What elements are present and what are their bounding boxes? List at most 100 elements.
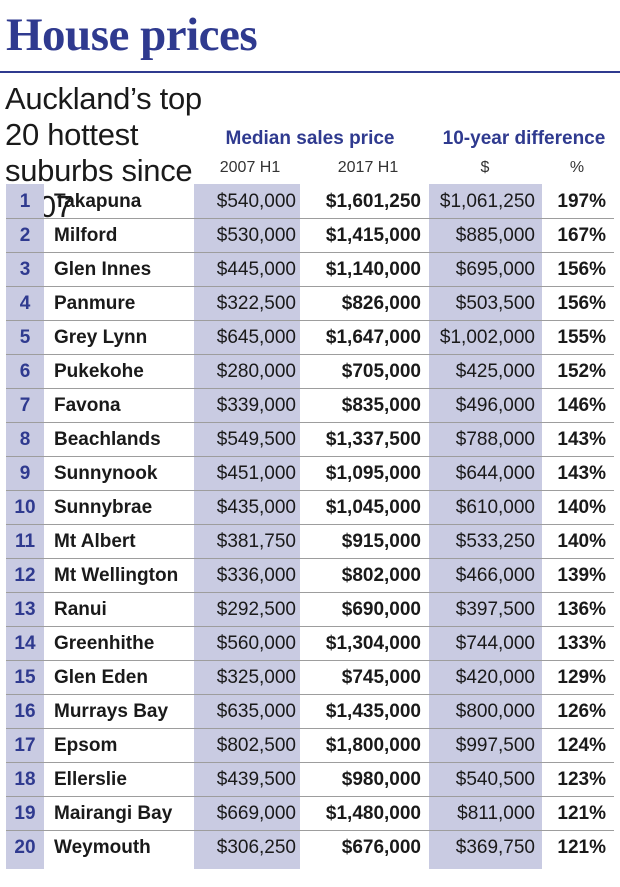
row-divider [6, 320, 614, 321]
price-2007-cell: $560,000 [216, 633, 296, 654]
price-2017-cell: $1,435,000 [325, 701, 421, 722]
diff-dollar-cell: $788,000 [455, 429, 535, 450]
suburb-cell: Mt Albert [54, 531, 136, 552]
row-divider [6, 422, 614, 423]
price-2007-cell: $322,500 [216, 293, 296, 314]
diff-dollar-cell: $610,000 [455, 497, 535, 518]
price-2007-cell: $325,000 [216, 667, 296, 688]
row-divider [6, 626, 614, 627]
suburb-cell: Ranui [54, 599, 107, 620]
price-2017-cell: $1,304,000 [325, 633, 421, 654]
diff-dollar-cell: $1,061,250 [439, 191, 535, 212]
page-title: House prices [6, 9, 258, 61]
price-2017-cell: $745,000 [341, 667, 421, 688]
price-2007-cell: $549,500 [216, 429, 296, 450]
price-2017-cell: $826,000 [341, 293, 421, 314]
diff-pct-cell: 156% [557, 293, 606, 314]
ten-year-difference-header: 10-year difference [442, 128, 606, 149]
suburb-cell: Grey Lynn [54, 327, 148, 348]
diff-dollar-cell: $744,000 [455, 633, 535, 654]
row-divider [6, 388, 614, 389]
diff-pct-cell: 143% [557, 463, 606, 484]
price-2017-cell: $690,000 [341, 599, 421, 620]
diff-pct-cell: 121% [557, 837, 606, 858]
suburb-cell: Greenhithe [54, 633, 155, 654]
diff-dollar-cell: $644,000 [455, 463, 535, 484]
row-divider [6, 456, 614, 457]
diff-dollar-cell: $811,000 [457, 803, 535, 824]
rank-cell: 4 [19, 293, 31, 314]
suburb-cell: Glen Innes [54, 259, 152, 280]
row-divider [6, 694, 614, 695]
price-2007-cell: $802,500 [216, 735, 296, 756]
diff-pct-cell: 121% [557, 803, 606, 824]
col-2007-header: 2007 H1 [219, 159, 281, 176]
diff-dollar-cell: $503,500 [455, 293, 535, 314]
price-2017-cell: $1,095,000 [325, 463, 421, 484]
price-2017-cell: $835,000 [341, 395, 421, 416]
price-2007-cell: $530,000 [216, 225, 296, 246]
row-divider [6, 660, 614, 661]
col-pct-header: % [569, 159, 585, 176]
price-2017-cell: $1,601,250 [325, 191, 421, 212]
suburb-cell: Sunnynook [54, 463, 158, 484]
col-2007-band [194, 184, 300, 869]
price-2017-cell: $1,045,000 [325, 497, 421, 518]
price-2007-cell: $435,000 [216, 497, 296, 518]
price-2007-cell: $381,750 [216, 531, 296, 552]
row-divider [6, 354, 614, 355]
rank-cell: 12 [14, 565, 36, 586]
diff-pct-cell: 167% [557, 225, 606, 246]
price-2007-cell: $280,000 [216, 361, 296, 382]
diff-pct-cell: 133% [557, 633, 606, 654]
row-divider [6, 286, 614, 287]
rank-cell: 6 [19, 361, 31, 382]
rank-cell: 17 [14, 735, 36, 756]
suburb-cell: Epsom [54, 735, 118, 756]
rank-cell: 5 [19, 327, 31, 348]
row-divider [6, 218, 614, 219]
row-divider [6, 728, 614, 729]
price-2017-cell: $705,000 [341, 361, 421, 382]
suburb-cell: Beachlands [54, 429, 161, 450]
row-divider [6, 592, 614, 593]
diff-pct-cell: 140% [557, 531, 606, 552]
price-2007-cell: $451,000 [216, 463, 296, 484]
diff-dollar-cell: $695,000 [455, 259, 535, 280]
price-2007-cell: $445,000 [216, 259, 296, 280]
diff-pct-cell: 140% [557, 497, 606, 518]
price-2017-cell: $915,000 [341, 531, 421, 552]
rank-cell: 13 [14, 599, 36, 620]
price-2007-cell: $306,250 [216, 837, 296, 858]
price-2017-cell: $1,800,000 [325, 735, 421, 756]
price-2017-cell: $802,000 [341, 565, 421, 586]
price-2017-cell: $1,415,000 [325, 225, 421, 246]
rank-cell: 9 [19, 463, 31, 484]
diff-dollar-cell: $997,500 [455, 735, 535, 756]
price-2007-cell: $339,000 [216, 395, 296, 416]
suburb-cell: Sunnybrae [54, 497, 153, 518]
diff-dollar-cell: $425,000 [455, 361, 535, 382]
row-divider [6, 252, 614, 253]
diff-dollar-cell: $466,000 [455, 565, 535, 586]
diff-pct-cell: 129% [557, 667, 606, 688]
price-2017-cell: $980,000 [341, 769, 421, 790]
row-divider [6, 490, 614, 491]
suburb-cell: Ellerslie [54, 769, 127, 790]
suburb-cell: Favona [54, 395, 121, 416]
suburb-cell: Milford [54, 225, 118, 246]
diff-dollar-cell: $1,002,000 [439, 327, 535, 348]
rank-cell: 15 [14, 667, 36, 688]
rank-column-band [6, 184, 44, 869]
suburb-cell: Pukekohe [54, 361, 144, 382]
row-divider [6, 830, 614, 831]
rank-cell: 10 [14, 497, 36, 518]
rank-cell: 18 [14, 769, 36, 790]
row-divider [6, 558, 614, 559]
diff-dollar-cell: $800,000 [455, 701, 535, 722]
diff-pct-cell: 139% [557, 565, 606, 586]
row-divider [6, 762, 614, 763]
diff-dollar-cell: $533,250 [455, 531, 535, 552]
price-2007-cell: $336,000 [216, 565, 296, 586]
diff-pct-cell: 126% [557, 701, 606, 722]
